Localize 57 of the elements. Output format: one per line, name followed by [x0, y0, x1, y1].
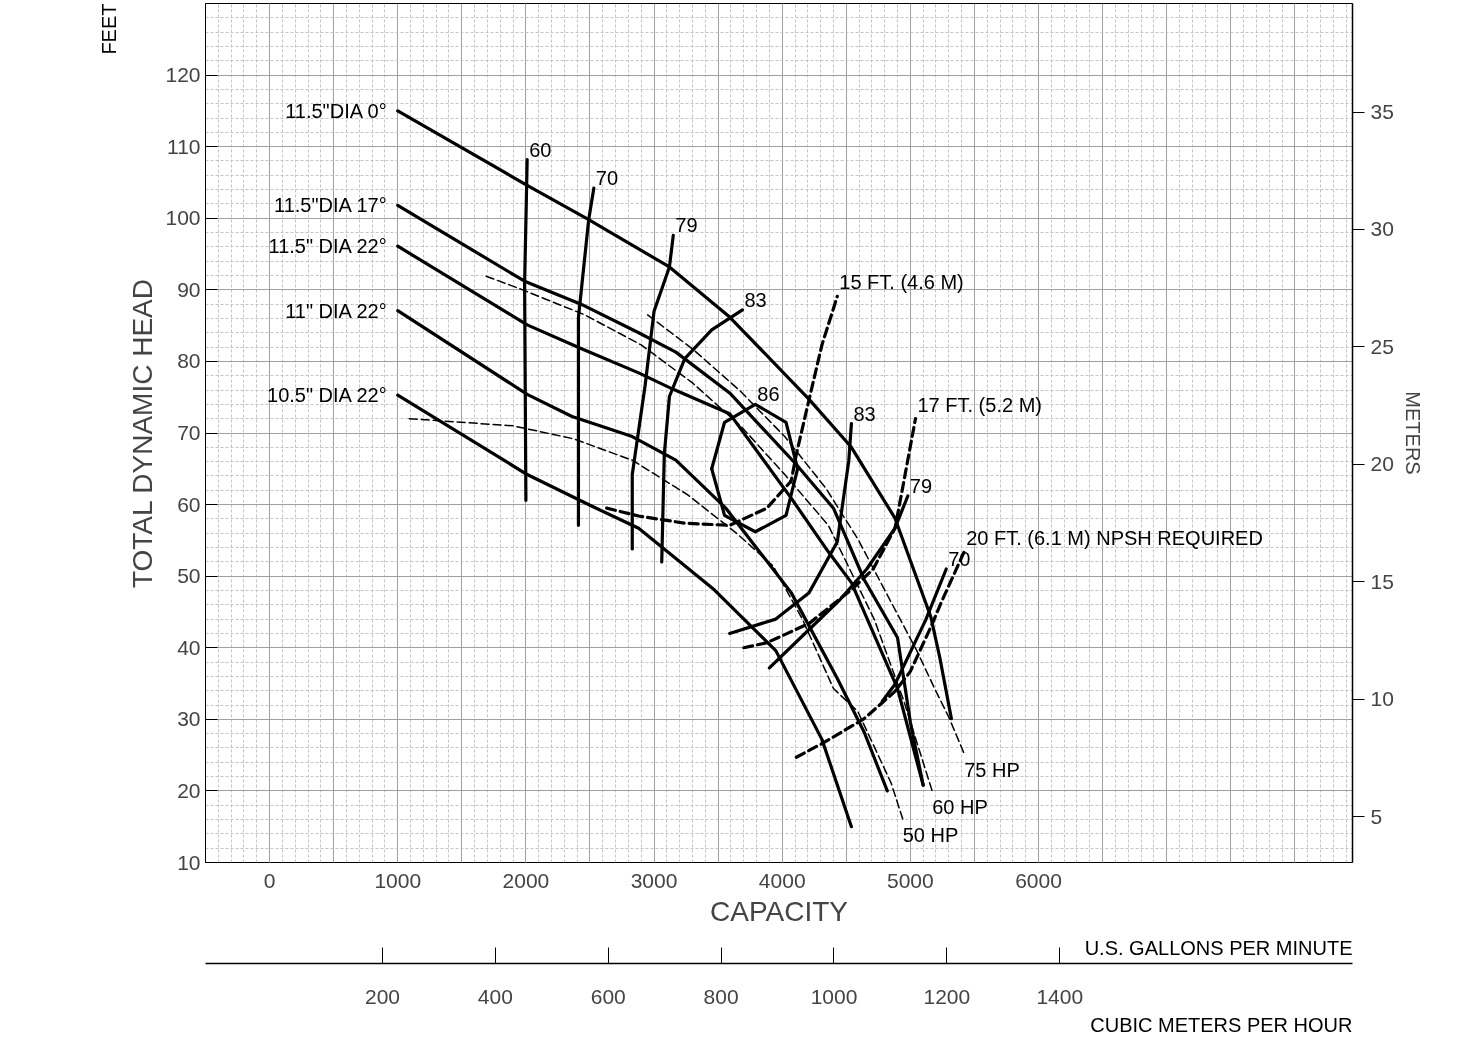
x2-tick-label: 200: [364, 984, 401, 1008]
series-label: 11.5"DIA 0°: [285, 99, 387, 122]
x-tick-label: 2000: [502, 868, 550, 892]
x-tick-label: 4000: [758, 868, 806, 892]
x-tick-label: 0: [263, 868, 276, 892]
x2-tick-label: 1400: [1036, 984, 1084, 1008]
x2-tick-label: 800: [703, 984, 739, 1008]
y2-tick-label: 10: [1370, 687, 1394, 711]
y-tick-label: 40: [177, 635, 201, 659]
series-label: 17 FT. (5.2 M): [917, 393, 1042, 416]
series-label: 70: [595, 167, 619, 190]
x-tick-label: 6000: [1015, 868, 1062, 892]
series-label: 60: [529, 138, 552, 161]
x-tick-label: 1000: [374, 868, 422, 892]
series-label: 11.5"DIA 17°: [274, 194, 387, 217]
series-label: 60 HP: [932, 795, 988, 818]
y2-tick-label: 35: [1370, 100, 1394, 124]
text: FEET: [97, 3, 120, 55]
y-tick-label: 10: [177, 850, 201, 874]
y-axis-title: TOTAL DYNAMIC HEAD: [127, 278, 159, 589]
y-tick-label: 80: [177, 349, 201, 373]
y2-tick-label: 15: [1370, 569, 1394, 593]
y-tick-label: 60: [177, 492, 201, 516]
series-label: 79: [909, 474, 933, 497]
series-label: 79: [675, 214, 698, 237]
series-label: 86: [757, 383, 780, 406]
y2-axis-title: METERS: [1401, 391, 1424, 475]
x-tick-label: 3000: [630, 868, 678, 892]
x2-tick-label: 600: [590, 984, 626, 1008]
x2-axis-title: CUBIC METERS PER HOUR: [1090, 1013, 1353, 1036]
y-tick-label: 90: [177, 277, 201, 301]
y-tick-label: 30: [177, 707, 201, 731]
series-label: 83: [744, 288, 767, 311]
x2-tick-label: 1200: [923, 984, 971, 1008]
y2-tick-label: 20: [1370, 452, 1394, 476]
series-label: 11.5" DIA 22°: [268, 235, 387, 258]
series-label: 11" DIA 22°: [285, 299, 387, 322]
y-tick-label: 110: [167, 134, 201, 158]
y2-tick-label: 5: [1370, 804, 1383, 828]
y-tick-label: 70: [177, 421, 201, 444]
y-tick-label: 20: [177, 778, 201, 802]
series-label: 75 HP: [964, 758, 1020, 781]
y-tick-label: 120: [165, 63, 201, 87]
y2-tick-label: 25: [1370, 334, 1394, 358]
x2-tick-label: 1000: [810, 984, 858, 1008]
series-label: 50 HP: [902, 823, 959, 846]
x-tick-label: 5000: [887, 868, 934, 892]
x-axis-title: CAPACITY: [710, 895, 849, 927]
y-tick-label: 100: [165, 206, 201, 230]
y-tick-label: 50: [177, 564, 201, 588]
series-label: 10.5" DIA 22°: [267, 384, 387, 407]
series-label: 20 FT. (6.1 M) NPSH REQUIRED: [966, 526, 1263, 549]
text: U.S. GALLONS PER MINUTE: [1084, 936, 1353, 959]
series-label: 83: [853, 402, 876, 425]
y2-tick-label: 30: [1370, 217, 1394, 241]
series-label: 15 FT. (4.6 M): [839, 271, 964, 294]
x2-tick-label: 400: [477, 984, 513, 1008]
